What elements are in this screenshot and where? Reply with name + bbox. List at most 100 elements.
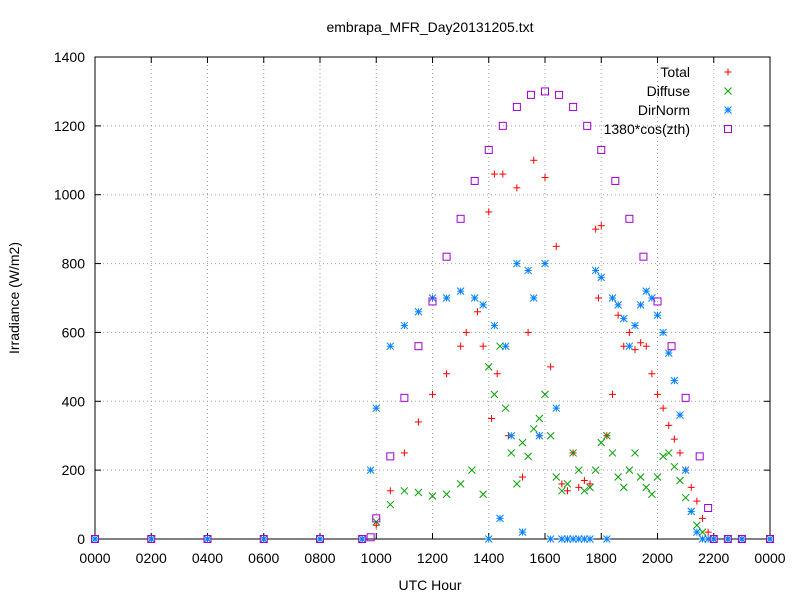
data-point: [625, 466, 634, 474]
x-tick-label: 1800: [586, 550, 617, 566]
legend-marker: [724, 106, 732, 114]
x-axis-label: UTC Hour: [398, 577, 461, 593]
data-point: [386, 342, 395, 351]
data-point: [667, 342, 676, 351]
data-point: [676, 411, 684, 419]
data-point: [535, 431, 544, 440]
x-tick-label: 0600: [248, 550, 279, 566]
data-point: [496, 342, 504, 351]
data-point: [676, 476, 684, 485]
data-point: [524, 328, 532, 336]
data-point: [358, 535, 367, 543]
data-point: [456, 214, 465, 223]
data-point: [591, 266, 600, 275]
data-point: [766, 535, 774, 543]
series-total: [91, 156, 774, 543]
data-point: [490, 321, 499, 330]
legend: Total Diffuse DirNorm 1380*cos(zth): [604, 64, 732, 137]
y-tick-label: 200: [62, 462, 86, 478]
data-point: [484, 535, 493, 543]
data-point: [564, 487, 571, 495]
data-point: [414, 488, 423, 497]
data-point: [462, 328, 470, 336]
data-point: [637, 339, 645, 347]
data-point: [470, 176, 479, 185]
data-point: [414, 342, 423, 351]
data-point: [723, 535, 732, 543]
data-point: [603, 431, 611, 440]
data-point: [456, 287, 465, 295]
data-point: [569, 535, 577, 543]
x-tick-label: 2200: [698, 550, 729, 566]
data-point: [414, 418, 422, 426]
data-point: [546, 535, 555, 543]
data-point: [608, 294, 617, 302]
data-point: [670, 462, 679, 471]
data-point: [659, 452, 667, 461]
data-point: [664, 349, 673, 357]
x-tick-label: 0800: [304, 550, 335, 566]
data-point: [414, 307, 423, 316]
series-diffuse: [91, 342, 774, 543]
data-point: [574, 466, 583, 474]
data-point: [442, 490, 451, 499]
data-point: [664, 449, 673, 457]
data-point: [400, 449, 408, 457]
y-tick-label: 600: [62, 324, 86, 340]
data-point: [580, 476, 588, 484]
data-point: [513, 480, 521, 488]
data-point: [614, 473, 622, 481]
data-point: [366, 466, 375, 474]
data-point: [737, 535, 746, 543]
data-point: [603, 535, 611, 543]
data-point: [498, 121, 507, 130]
data-point: [535, 414, 544, 423]
data-point: [586, 483, 594, 492]
x-axis-ticks: 0000 0200 0400 0600 0800 1000 1200 1400 1600 1800…: [79, 57, 786, 566]
data-point: [372, 514, 381, 523]
legend-marker: [724, 68, 732, 76]
data-point: [259, 535, 268, 543]
data-point: [597, 222, 605, 230]
data-point: [546, 431, 555, 440]
data-point: [642, 483, 651, 492]
x-tick-label: 1600: [529, 550, 560, 566]
data-point: [723, 535, 732, 543]
data-point: [386, 487, 394, 495]
data-point: [518, 438, 527, 447]
data-point: [518, 528, 527, 536]
data-point: [687, 483, 695, 491]
data-point: [496, 514, 504, 523]
data-point: [485, 208, 493, 216]
data-point: [653, 311, 662, 320]
data-point: [499, 170, 507, 178]
data-point: [693, 497, 701, 505]
data-point: [625, 342, 634, 351]
data-point: [698, 528, 707, 536]
data-point: [609, 390, 616, 398]
data-point: [474, 308, 481, 316]
data-point: [639, 252, 648, 261]
data-point: [358, 535, 367, 543]
data-point: [648, 490, 656, 499]
y-tick-label: 800: [62, 256, 86, 272]
data-point: [479, 342, 487, 350]
data-point: [507, 431, 516, 440]
data-point: [147, 535, 156, 543]
data-point: [541, 390, 549, 399]
data-point: [386, 500, 395, 509]
data-point: [203, 535, 212, 543]
data-point: [513, 259, 521, 268]
x-tick-label: 1200: [417, 550, 448, 566]
x-tick-label: 2000: [642, 550, 673, 566]
data-point: [490, 170, 498, 178]
data-point: [591, 466, 600, 474]
data-point: [676, 449, 684, 457]
data-point: [372, 404, 381, 413]
data-point: [659, 328, 667, 337]
data-point: [699, 514, 706, 522]
data-point: [316, 535, 324, 543]
data-point: [569, 449, 577, 457]
data-point: [558, 480, 566, 488]
